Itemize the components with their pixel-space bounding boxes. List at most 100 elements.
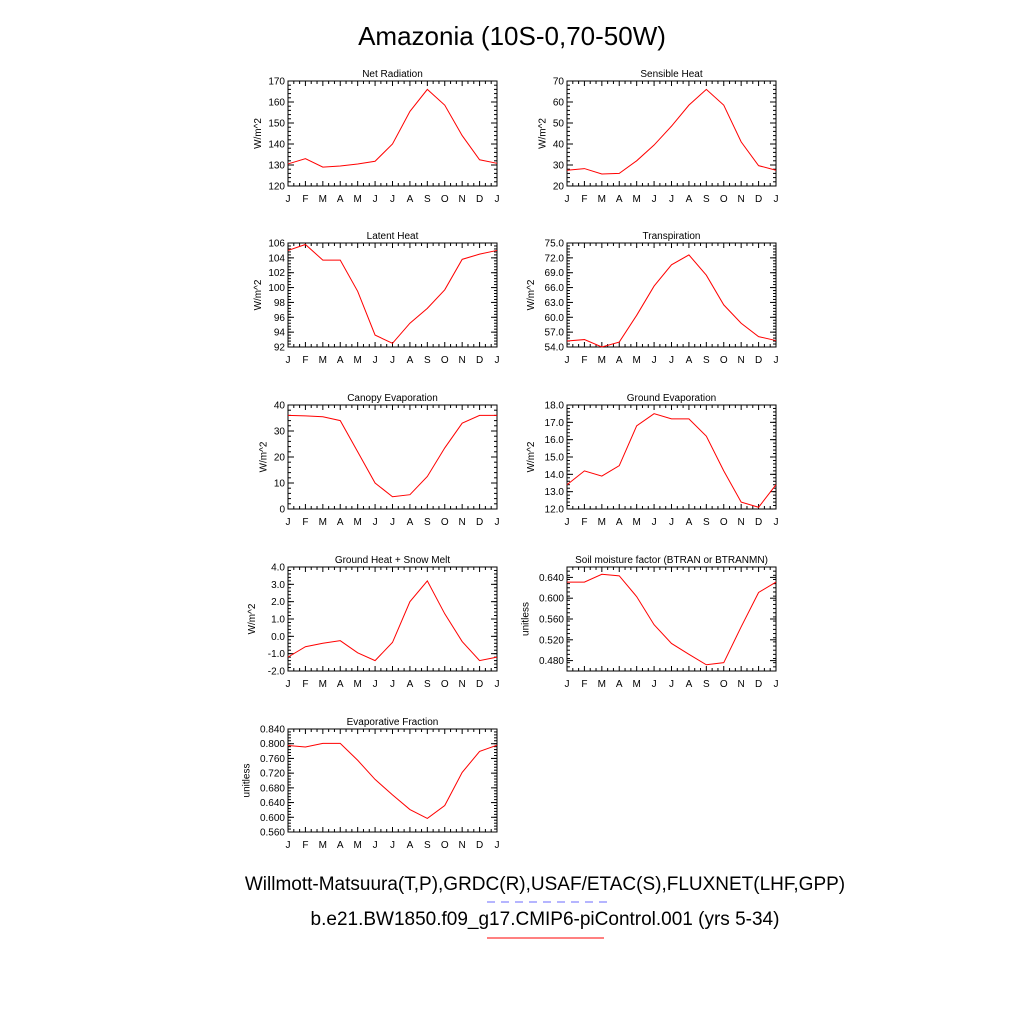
series-line-model	[287, 742, 498, 819]
y-tick-label: 98	[274, 298, 286, 309]
x-tick-label: J	[286, 194, 291, 205]
x-tick-label: J	[652, 355, 657, 366]
y-tick-label: 13.0	[545, 487, 565, 498]
x-tick-label: N	[738, 194, 745, 205]
x-tick-label: F	[302, 679, 308, 690]
panel-title: Transpiration	[643, 231, 701, 242]
y-tick-label: 15.0	[545, 453, 565, 464]
x-tick-label: J	[565, 194, 570, 205]
y-axis-label: W/m^2	[259, 441, 270, 472]
y-tick-label: 170	[268, 77, 285, 88]
x-tick-label: F	[581, 517, 587, 528]
x-tick-label: J	[390, 679, 395, 690]
x-tick-label: M	[632, 355, 640, 366]
x-tick-label: J	[565, 355, 570, 366]
y-tick-label: 130	[268, 161, 285, 172]
y-tick-label: -2.0	[268, 667, 286, 678]
x-tick-label: M	[319, 355, 327, 366]
y-tick-label: 20	[274, 453, 286, 464]
x-tick-label: S	[703, 194, 710, 205]
x-tick-label: J	[495, 194, 500, 205]
y-tick-label: 0.600	[539, 594, 564, 605]
panel-title: Soil moisture factor (BTRAN or BTRANMN)	[575, 555, 768, 566]
y-axis-label: W/m^2	[247, 603, 258, 634]
x-tick-label: J	[373, 679, 378, 690]
y-tick-label: 30	[274, 427, 286, 438]
x-tick-label: J	[652, 517, 657, 528]
x-tick-label: J	[652, 194, 657, 205]
y-tick-label: 3.0	[271, 580, 285, 591]
legend-obs-label: Willmott-Matsuura(T,P),GRDC(R),USAF/ETAC…	[245, 874, 845, 895]
y-axis-label: W/m^2	[526, 441, 537, 472]
series-line-model	[287, 88, 498, 168]
y-tick-label: 40	[553, 140, 565, 151]
x-tick-label: J	[774, 194, 779, 205]
x-tick-label: N	[738, 355, 745, 366]
x-tick-label: J	[495, 840, 500, 851]
x-tick-label: D	[476, 194, 483, 205]
x-tick-label: M	[353, 840, 361, 851]
y-tick-label: 60.0	[545, 313, 565, 324]
x-tick-label: F	[302, 194, 308, 205]
y-tick-label: 54.0	[545, 343, 565, 354]
series-line-model	[287, 579, 498, 662]
series-line-model	[567, 573, 777, 666]
x-tick-label: J	[495, 355, 500, 366]
plot-frame	[287, 80, 498, 187]
x-tick-label: J	[390, 355, 395, 366]
y-axis-label: unitless	[521, 602, 532, 636]
x-tick-label: O	[441, 679, 449, 690]
legend-model-label: b.e21.BW1850.f09_g17.CMIP6-piControl.001…	[311, 909, 780, 930]
plot-frame	[566, 242, 777, 348]
y-tick-label: 0.720	[260, 769, 285, 780]
y-tick-label: 104	[268, 253, 285, 264]
series-line-model	[566, 88, 777, 175]
x-tick-label: M	[319, 840, 327, 851]
y-tick-label: 1.0	[271, 615, 285, 626]
x-tick-label: M	[353, 355, 361, 366]
series-line-model	[287, 414, 497, 498]
y-tick-label: 69.0	[545, 268, 565, 279]
y-tick-label: 160	[268, 98, 285, 109]
x-tick-label: A	[686, 517, 693, 528]
x-tick-label: N	[459, 840, 466, 851]
y-tick-label: 30	[553, 161, 565, 172]
y-tick-label: 16.0	[545, 435, 565, 446]
x-tick-label: O	[441, 840, 449, 851]
x-tick-label: J	[286, 355, 291, 366]
y-tick-label: 94	[274, 328, 286, 339]
y-tick-label: 20	[553, 182, 565, 193]
x-tick-label: J	[652, 679, 657, 690]
panel-soil-moisture-factor-btran-or-btranmn: Soil moisture factor (BTRAN or BTRANMN) J…	[521, 555, 779, 690]
x-tick-label: M	[632, 679, 640, 690]
plot-frame	[566, 80, 777, 187]
x-tick-label: A	[337, 194, 344, 205]
x-tick-label: A	[337, 517, 344, 528]
x-tick-label: J	[669, 517, 674, 528]
x-tick-label: A	[686, 355, 693, 366]
x-tick-label: S	[424, 679, 431, 690]
y-tick-label: 92	[274, 343, 286, 354]
panel-title: Ground Heat + Snow Melt	[335, 555, 451, 566]
x-tick-label: A	[337, 679, 344, 690]
x-tick-label: A	[407, 194, 414, 205]
x-tick-label: A	[337, 355, 344, 366]
x-tick-label: J	[565, 679, 570, 690]
x-tick-label: J	[495, 517, 500, 528]
x-tick-label: M	[632, 194, 640, 205]
x-tick-label: D	[755, 194, 762, 205]
x-tick-label: J	[495, 679, 500, 690]
x-tick-label: J	[390, 517, 395, 528]
y-tick-label: 0.840	[260, 725, 285, 736]
figure-title: Amazonia (10S-0,70-50W)	[358, 21, 666, 51]
y-axis-label: W/m^2	[253, 118, 264, 149]
y-tick-label: 0.760	[260, 754, 285, 765]
y-tick-label: 106	[268, 239, 285, 250]
x-tick-label: M	[598, 679, 606, 690]
legend: Willmott-Matsuura(T,P),GRDC(R),USAF/ETAC…	[245, 874, 845, 939]
x-tick-label: M	[319, 517, 327, 528]
y-tick-label: 120	[268, 182, 285, 193]
y-tick-label: 17.0	[545, 418, 565, 429]
